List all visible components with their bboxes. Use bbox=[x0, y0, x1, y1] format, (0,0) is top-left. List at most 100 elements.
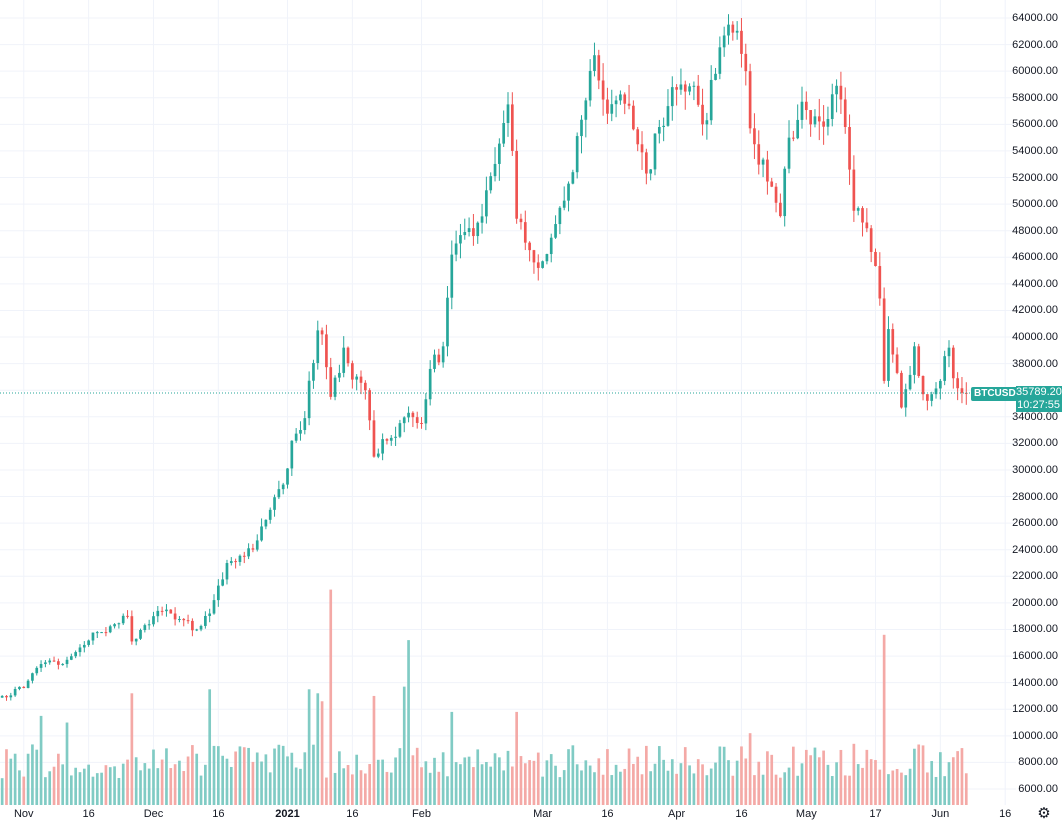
candle-body bbox=[718, 47, 722, 74]
candle-body bbox=[541, 261, 544, 268]
volume-bar bbox=[307, 689, 311, 805]
candle-body bbox=[234, 561, 237, 563]
settings-gear-icon[interactable]: ⚙ bbox=[1037, 805, 1051, 822]
volume-bar bbox=[450, 711, 454, 805]
candle-body bbox=[446, 297, 449, 347]
volume-bar bbox=[273, 748, 276, 805]
volume-bar bbox=[623, 768, 627, 805]
candle-body bbox=[57, 661, 60, 665]
price-tick-label: 14000.00 bbox=[1012, 676, 1058, 689]
volume-bar bbox=[731, 775, 735, 805]
volume-bar bbox=[225, 758, 229, 805]
candle-body bbox=[199, 625, 203, 630]
price-tick-label: 46000.00 bbox=[1012, 251, 1058, 264]
candle-body bbox=[869, 228, 873, 252]
candle-body bbox=[208, 613, 212, 616]
candle-body bbox=[882, 298, 886, 381]
volume-bar bbox=[523, 763, 527, 805]
volume-bar bbox=[18, 770, 21, 805]
volume-bar bbox=[95, 773, 99, 805]
volume-bar bbox=[351, 774, 354, 805]
volume-bar bbox=[882, 634, 886, 805]
volume-bar bbox=[381, 759, 384, 805]
candle-body bbox=[610, 104, 614, 114]
volume-bar bbox=[82, 768, 86, 805]
volume-bar bbox=[826, 764, 830, 805]
candle-body bbox=[117, 623, 121, 625]
volume-bar bbox=[39, 715, 43, 805]
volume-bar bbox=[498, 757, 501, 805]
volume-bar bbox=[593, 772, 596, 805]
candle-body bbox=[312, 363, 315, 381]
volume-bar bbox=[407, 640, 410, 805]
candle-body bbox=[783, 168, 787, 217]
volume-bar bbox=[5, 749, 8, 805]
volume-bar bbox=[31, 744, 34, 805]
volume-bar bbox=[108, 767, 112, 805]
volume-bar bbox=[804, 749, 808, 805]
candle-body bbox=[796, 119, 800, 139]
countdown-value: 10:27:55 bbox=[1017, 399, 1060, 411]
candle-body bbox=[688, 86, 691, 92]
volume-bar bbox=[921, 745, 925, 805]
volume-bar bbox=[753, 775, 756, 805]
price-tick-label: 26000.00 bbox=[1012, 517, 1058, 530]
volume-bar bbox=[839, 749, 843, 805]
candle-body bbox=[368, 390, 371, 421]
volume-bar bbox=[130, 693, 134, 805]
candle-body bbox=[13, 689, 17, 696]
volume-bar bbox=[165, 748, 168, 805]
volume-bar bbox=[597, 758, 601, 805]
volume-bar bbox=[558, 777, 562, 805]
candle-body bbox=[549, 237, 553, 255]
candle-body bbox=[653, 133, 657, 170]
candle-body bbox=[485, 190, 488, 217]
volume-bar bbox=[143, 763, 147, 805]
volume-bar bbox=[653, 763, 657, 805]
volume-bar bbox=[268, 772, 272, 805]
candle-body bbox=[895, 354, 899, 373]
volume-bar bbox=[528, 760, 531, 805]
volume-bar bbox=[35, 749, 39, 805]
volume-bar bbox=[649, 771, 653, 805]
volume-bar bbox=[446, 776, 449, 805]
candle-body bbox=[753, 128, 756, 145]
price-tick-label: 52000.00 bbox=[1012, 171, 1058, 184]
volume-bar bbox=[463, 757, 467, 805]
symbol-label: BTCUSD bbox=[971, 387, 1019, 401]
volume-bar bbox=[437, 771, 441, 805]
candle-body bbox=[757, 144, 761, 165]
volume-bar bbox=[52, 766, 56, 805]
volume-bar bbox=[191, 745, 194, 805]
volume-bar bbox=[662, 759, 665, 805]
candle-body bbox=[247, 548, 250, 557]
candle-body bbox=[346, 347, 350, 364]
volume-bar bbox=[290, 752, 294, 805]
candle-body bbox=[722, 35, 726, 48]
volume-bar bbox=[385, 771, 389, 805]
volume-bar bbox=[930, 761, 934, 805]
volume-bar bbox=[69, 775, 73, 805]
date-tick-label: May bbox=[795, 808, 817, 820]
volume-bar bbox=[908, 768, 912, 805]
volume-bar bbox=[891, 770, 895, 805]
candle-body bbox=[126, 615, 129, 617]
volume-bar bbox=[398, 748, 402, 805]
candle-body bbox=[597, 55, 601, 81]
date-tick-label: 2021 bbox=[275, 808, 300, 820]
volume-bar bbox=[917, 744, 921, 805]
candle-body bbox=[342, 347, 346, 373]
volume-bar bbox=[212, 745, 216, 805]
candle-body bbox=[528, 242, 531, 251]
candle-body bbox=[433, 354, 436, 369]
candle-body bbox=[242, 555, 246, 557]
candle-body bbox=[787, 137, 791, 169]
candle-body bbox=[632, 105, 635, 130]
volume-bar bbox=[234, 751, 237, 805]
candle-body bbox=[307, 380, 311, 419]
volume-bar bbox=[532, 760, 536, 805]
candle-body bbox=[645, 152, 648, 174]
volume-bar bbox=[783, 772, 787, 805]
